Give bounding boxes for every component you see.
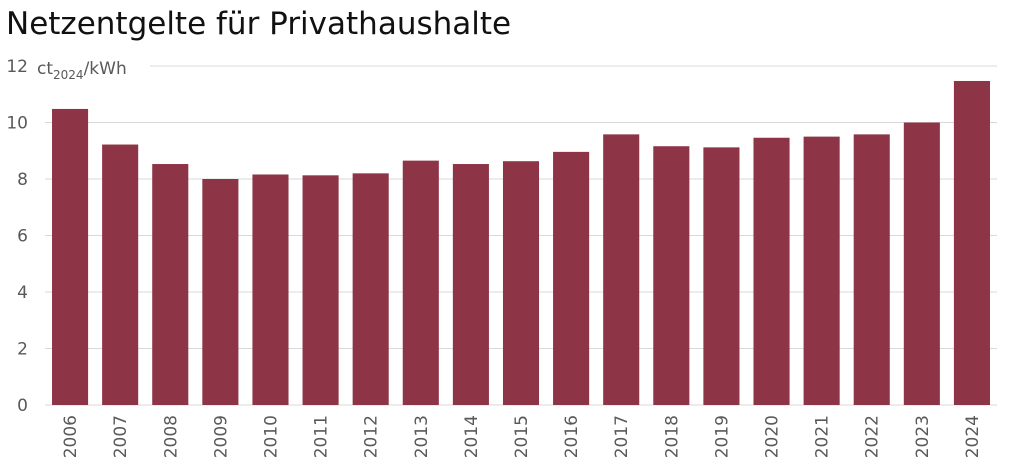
x-tick-label: 2019 (712, 415, 732, 458)
unit-suffix: /kWh (84, 59, 127, 79)
unit-prefix: ct (37, 59, 53, 79)
bar-2017 (603, 134, 640, 406)
x-tick-label: 2021 (813, 415, 833, 458)
unit-subscript: 2024 (53, 68, 84, 82)
bar-2013 (402, 160, 439, 405)
y-axis-ticks: 0 2 4 6 8 10 12 (6, 57, 28, 416)
y-tick-label: 8 (17, 170, 28, 190)
bar-2023 (903, 122, 940, 405)
x-tick-label: 2010 (261, 415, 281, 458)
x-tick-label: 2009 (211, 415, 231, 458)
bar-2021 (803, 136, 840, 405)
y-tick-label: 6 (17, 227, 28, 247)
bar-2020 (753, 137, 790, 405)
bar-2024 (953, 80, 990, 405)
bar-2014 (452, 164, 489, 405)
chart-title: Netzentgelte für Privathaushalte (6, 6, 512, 42)
x-tick-label: 2018 (662, 415, 682, 458)
x-tick-label: 2017 (612, 415, 632, 458)
x-tick-label: 2012 (362, 415, 382, 458)
x-tick-label: 2014 (462, 415, 482, 458)
x-tick-label: 2007 (111, 415, 131, 458)
y-axis-unit-label: ct2024/kWh (37, 59, 127, 82)
bar-2022 (853, 134, 890, 406)
x-axis-ticks: 2006 2007 2008 2009 2010 2011 2012 2013 2014 2015… (61, 415, 983, 458)
x-tick-label: 2020 (763, 415, 783, 458)
bar-2010 (252, 174, 289, 405)
x-tick-label: 2011 (312, 415, 332, 458)
bars (52, 80, 990, 406)
bar-2008 (152, 164, 189, 405)
x-tick-label: 2022 (863, 415, 883, 458)
x-tick-label: 2024 (963, 415, 983, 458)
bar-2019 (703, 147, 740, 406)
y-tick-label: 12 (6, 57, 28, 77)
x-tick-label: 2015 (512, 415, 532, 458)
bar-2009 (202, 179, 239, 405)
y-tick-label: 4 (17, 283, 28, 303)
x-tick-label: 2008 (161, 415, 181, 458)
x-tick-label: 2016 (562, 415, 582, 458)
y-tick-label: 0 (17, 396, 28, 416)
bar-2015 (502, 161, 540, 405)
bar-2011 (302, 175, 339, 405)
bar-2018 (653, 146, 690, 406)
x-tick-label: 2023 (913, 415, 933, 458)
bar-2012 (352, 173, 389, 405)
x-tick-label: 2006 (61, 415, 81, 458)
y-tick-label: 10 (6, 114, 28, 134)
y-tick-label: 2 (17, 340, 28, 360)
x-tick-label: 2013 (412, 415, 432, 458)
bar-2007 (102, 144, 139, 405)
bar-2016 (553, 151, 590, 405)
bar-2006 (52, 108, 89, 405)
